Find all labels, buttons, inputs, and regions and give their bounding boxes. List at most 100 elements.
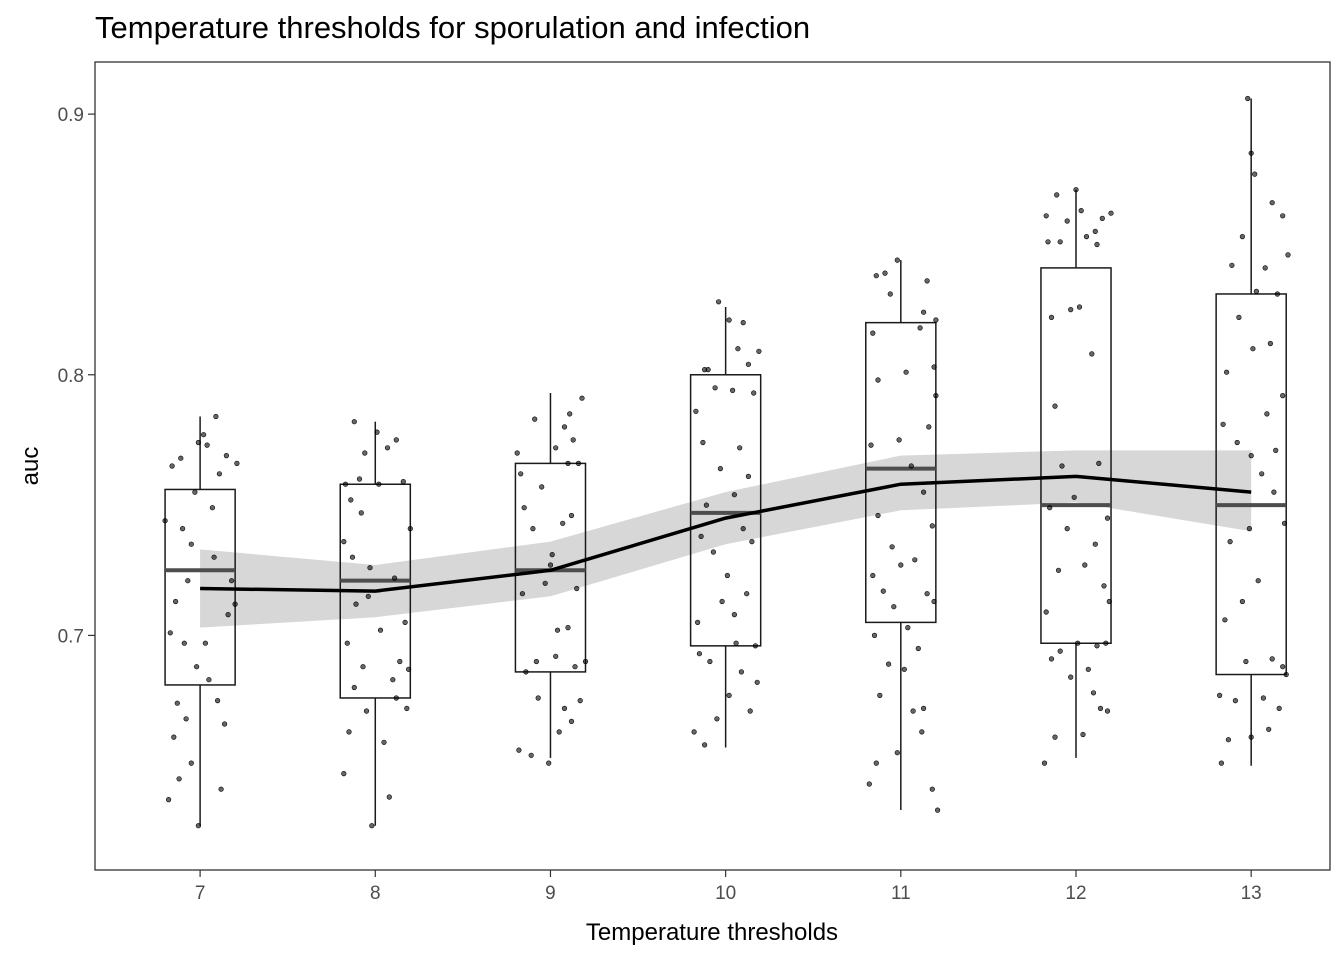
data-point bbox=[1252, 171, 1258, 177]
data-point bbox=[579, 395, 585, 401]
data-point bbox=[1253, 288, 1259, 295]
data-point bbox=[924, 278, 930, 284]
data-point bbox=[365, 593, 371, 599]
data-point bbox=[912, 557, 918, 563]
panel-border bbox=[94, 61, 1331, 871]
data-point bbox=[870, 572, 876, 579]
data-point bbox=[700, 439, 706, 446]
data-point bbox=[915, 645, 921, 652]
data-point bbox=[173, 598, 179, 605]
data-point bbox=[521, 505, 527, 511]
data-point bbox=[178, 455, 184, 461]
data-point bbox=[901, 666, 907, 672]
data-point bbox=[374, 429, 380, 435]
x-tick-label: 11 bbox=[891, 883, 911, 904]
data-point bbox=[1090, 690, 1097, 696]
data-point bbox=[1057, 648, 1063, 654]
data-point bbox=[174, 700, 180, 706]
box-iqr bbox=[514, 462, 587, 673]
data-point bbox=[1096, 460, 1102, 467]
smooth-line-layer bbox=[200, 474, 1252, 593]
data-point bbox=[195, 439, 201, 446]
data-point bbox=[1104, 708, 1111, 714]
data-point bbox=[234, 460, 240, 467]
box-iqr bbox=[164, 488, 236, 686]
data-point bbox=[1108, 210, 1114, 216]
confidence-band-layer bbox=[200, 450, 1252, 628]
x-tick-label: 10 bbox=[715, 883, 736, 904]
data-point bbox=[568, 512, 575, 519]
data-point bbox=[1106, 598, 1112, 605]
data-point bbox=[530, 525, 536, 532]
data-point bbox=[1259, 471, 1265, 477]
data-point bbox=[885, 661, 892, 667]
jitter-point-layer bbox=[162, 95, 1291, 829]
data-point bbox=[181, 640, 187, 646]
data-point bbox=[1083, 234, 1090, 240]
data-point bbox=[726, 692, 732, 699]
box-iqr bbox=[865, 321, 937, 624]
data-point bbox=[546, 760, 552, 766]
y-axis-title: auc bbox=[17, 447, 44, 486]
data-point bbox=[1283, 671, 1289, 678]
data-point bbox=[920, 705, 927, 712]
data-point bbox=[397, 658, 403, 665]
data-point bbox=[549, 551, 555, 558]
data-point bbox=[1082, 562, 1088, 568]
data-point bbox=[582, 658, 589, 665]
data-point bbox=[1041, 760, 1048, 766]
data-point bbox=[931, 598, 937, 605]
data-point bbox=[920, 489, 927, 495]
data-point bbox=[1068, 307, 1074, 313]
data-point bbox=[215, 697, 221, 704]
data-point bbox=[1094, 643, 1100, 649]
data-point bbox=[1246, 525, 1252, 532]
data-point bbox=[933, 317, 939, 323]
data-point bbox=[1234, 439, 1240, 446]
data-point bbox=[222, 721, 228, 727]
data-point bbox=[560, 520, 566, 526]
data-point bbox=[1255, 578, 1261, 584]
data-point bbox=[185, 578, 191, 584]
data-point bbox=[1043, 213, 1049, 219]
data-point bbox=[223, 453, 229, 459]
data-point bbox=[873, 273, 879, 279]
data-point bbox=[1260, 695, 1266, 701]
data-point bbox=[556, 729, 562, 735]
data-point bbox=[167, 630, 173, 636]
data-point bbox=[577, 697, 583, 704]
data-point bbox=[1218, 760, 1224, 766]
data-point bbox=[1057, 239, 1063, 245]
data-point bbox=[344, 640, 350, 646]
data-point bbox=[516, 747, 522, 753]
data-point bbox=[1250, 346, 1256, 352]
data-point bbox=[1239, 598, 1245, 605]
data-point bbox=[209, 505, 215, 511]
data-point bbox=[232, 601, 238, 607]
data-point bbox=[216, 471, 222, 477]
data-point bbox=[735, 346, 741, 352]
data-point bbox=[229, 578, 235, 584]
data-point bbox=[1236, 314, 1242, 321]
smooth-line bbox=[200, 474, 1252, 593]
x-tick-label: 9 bbox=[545, 883, 556, 904]
data-point bbox=[547, 562, 554, 568]
data-point bbox=[926, 424, 932, 430]
data-point bbox=[719, 598, 725, 605]
data-point bbox=[523, 669, 529, 675]
data-point bbox=[731, 611, 738, 618]
data-point bbox=[877, 692, 883, 699]
data-point bbox=[717, 466, 724, 472]
data-point bbox=[738, 669, 745, 675]
data-point bbox=[1276, 705, 1282, 712]
data-point bbox=[194, 664, 200, 670]
data-point bbox=[882, 270, 888, 276]
data-point bbox=[348, 497, 354, 503]
y-tick-label: 0.9 bbox=[58, 105, 84, 126]
data-point bbox=[1075, 640, 1081, 646]
data-point bbox=[572, 664, 578, 670]
data-point bbox=[707, 658, 713, 665]
data-point bbox=[561, 705, 568, 712]
data-point bbox=[1216, 692, 1223, 699]
